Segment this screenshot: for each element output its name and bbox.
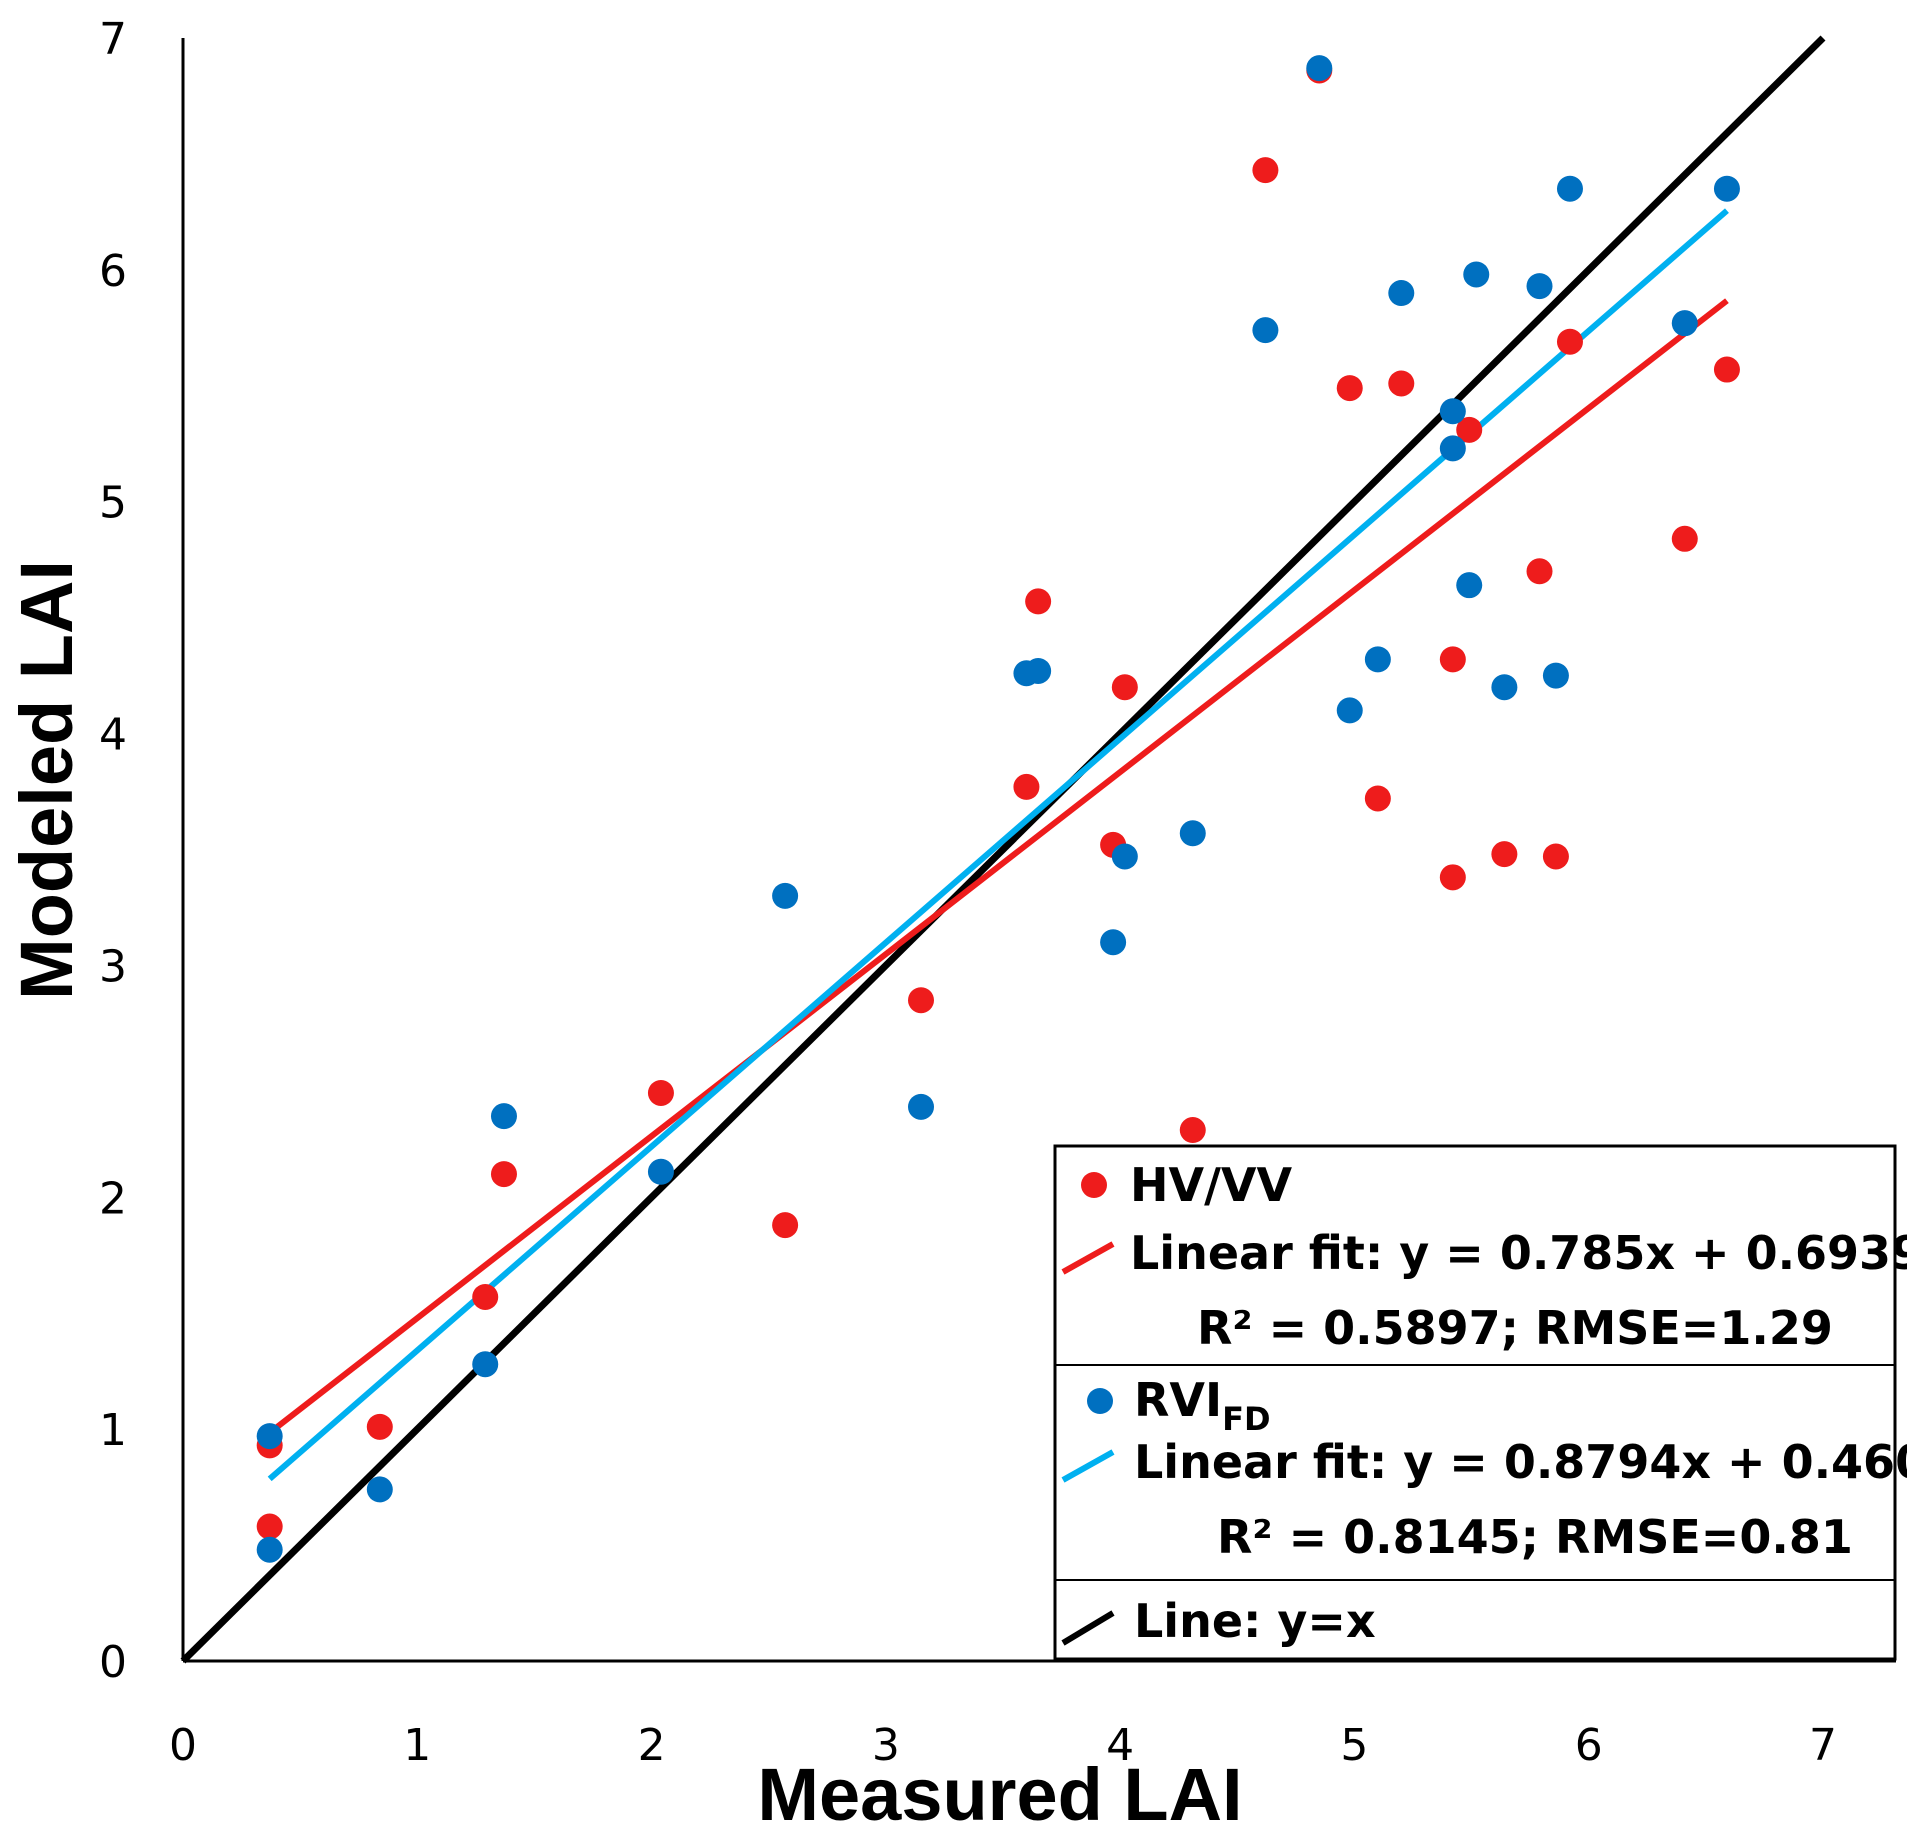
y-tick-label: 1 bbox=[99, 1405, 127, 1456]
hv-vv-point bbox=[1388, 370, 1415, 397]
legend-hv-fit-equation: Linear fit: y = 0.785x + 0.6939 bbox=[1130, 1226, 1907, 1280]
legend-hv-fit-stats: R² = 0.5897; RMSE=1.29 bbox=[1197, 1301, 1833, 1355]
identity-line bbox=[180, 35, 1826, 1664]
legend-rvi-fit-equation: Linear fit: y = 0.8794x + 0.4602 bbox=[1134, 1435, 1907, 1489]
hv-vv-point bbox=[1252, 157, 1279, 184]
hv-vv-point bbox=[908, 987, 934, 1014]
rvi-fd-point bbox=[772, 882, 799, 909]
fit-lines bbox=[180, 35, 1826, 1664]
rvi-fd-point bbox=[1364, 646, 1391, 673]
rvi-fd-point bbox=[1388, 280, 1415, 307]
y-tick-labels: 0 1 2 3 4 5 6 7 bbox=[99, 14, 127, 1688]
legend-rvi-label-subscript: FD bbox=[1222, 1400, 1270, 1438]
rvi-fd-point bbox=[1463, 261, 1490, 288]
hv-vv-point bbox=[366, 1413, 393, 1440]
hv-vv-point bbox=[1013, 773, 1040, 800]
hv-vv-point bbox=[1179, 1117, 1206, 1144]
legend-hv-marker bbox=[1081, 1172, 1107, 1198]
rvi-fd-point bbox=[1439, 435, 1466, 462]
hv-vv-point bbox=[1491, 841, 1518, 868]
rvi-fd-point bbox=[1713, 175, 1740, 202]
rvi-fd-point bbox=[1306, 55, 1333, 82]
rvi-fd-point bbox=[1526, 273, 1553, 300]
hv-vv-point bbox=[1025, 588, 1052, 615]
y-tick-label: 7 bbox=[99, 14, 127, 65]
legend-identity-swatch bbox=[1061, 1610, 1115, 1646]
x-tick-label: 6 bbox=[1575, 1720, 1603, 1771]
y-axis-title: Modeled LAI bbox=[5, 560, 88, 1000]
x-tick-label: 5 bbox=[1340, 1720, 1368, 1771]
legend-rvi-label-main: RVI bbox=[1134, 1373, 1222, 1427]
hv-vv-point bbox=[1456, 416, 1483, 443]
hv-vv-point bbox=[1439, 646, 1466, 673]
hv-vv-fit-line bbox=[267, 298, 1729, 1436]
hv-vv-point bbox=[1542, 843, 1569, 870]
hv-vv-point bbox=[647, 1079, 674, 1106]
rvi-fd-point bbox=[1491, 674, 1518, 701]
x-tick-label: 7 bbox=[1809, 1720, 1837, 1771]
rvi-fd-point bbox=[1556, 175, 1583, 202]
legend-hv-label: HV/VV bbox=[1130, 1158, 1293, 1212]
x-tick-label: 3 bbox=[872, 1720, 900, 1771]
hv-vv-point bbox=[490, 1161, 517, 1188]
hv-vv-point bbox=[1111, 674, 1138, 701]
legend-box bbox=[1053, 1144, 1897, 1661]
rvi-fd-point bbox=[1025, 657, 1052, 684]
hv-vv-point bbox=[1671, 525, 1698, 552]
rvi-fd-point bbox=[1179, 820, 1206, 847]
x-tick-label: 1 bbox=[403, 1720, 431, 1771]
rvi-fd-point bbox=[1336, 697, 1363, 724]
rvi-fd-point bbox=[472, 1351, 499, 1378]
y-tick-label: 2 bbox=[99, 1173, 127, 1224]
rvi-fd-point bbox=[1542, 662, 1569, 689]
y-tick-label: 3 bbox=[99, 941, 127, 992]
rvi-fd-point bbox=[1671, 310, 1698, 337]
hv-vv-point bbox=[256, 1513, 283, 1540]
hv-vv-point bbox=[472, 1283, 499, 1310]
x-tick-label: 2 bbox=[638, 1720, 666, 1771]
x-tick-labels: 0 1 2 3 4 5 6 7 bbox=[169, 1720, 1837, 1771]
rvi-fd-point bbox=[1100, 929, 1127, 956]
legend-identity-label: Line: y=x bbox=[1134, 1594, 1376, 1648]
hv-vv-point bbox=[1439, 864, 1466, 891]
hv-vv-point bbox=[1713, 356, 1740, 383]
hv-vv-point bbox=[1336, 375, 1363, 402]
rvi-fd-point bbox=[256, 1536, 283, 1563]
legend-hv-fit-swatch bbox=[1061, 1241, 1115, 1275]
y-tick-label: 6 bbox=[99, 246, 127, 297]
legend-rvi-fit-stats: R² = 0.8145; RMSE=0.81 bbox=[1217, 1510, 1853, 1564]
rvi-fd-point bbox=[366, 1476, 393, 1503]
hv-vv-point bbox=[1556, 328, 1583, 355]
rvi-fd-point bbox=[1111, 843, 1138, 870]
rvi-fd-fit-line bbox=[267, 208, 1729, 1482]
hv-vv-points bbox=[256, 57, 1740, 1540]
y-tick-label: 4 bbox=[99, 710, 127, 761]
rvi-fd-point bbox=[490, 1103, 517, 1130]
hv-vv-point bbox=[1526, 558, 1553, 585]
hv-vv-point bbox=[1364, 785, 1391, 812]
rvi-fd-point bbox=[647, 1158, 674, 1185]
rvi-fd-point bbox=[256, 1423, 283, 1450]
y-tick-label: 5 bbox=[99, 478, 127, 529]
legend: HV/VV Linear fit: y = 0.785x + 0.6939 R²… bbox=[1053, 1144, 1907, 1661]
rvi-fd-point bbox=[908, 1093, 934, 1120]
rvi-fd-point bbox=[1439, 398, 1466, 425]
rvi-fd-point bbox=[1456, 572, 1483, 599]
plot-area bbox=[180, 35, 1826, 1664]
rvi-fd-point bbox=[1252, 317, 1279, 344]
legend-rvi-marker bbox=[1087, 1388, 1113, 1414]
x-axis-title: Measured LAI bbox=[757, 1753, 1242, 1836]
x-tick-label: 0 bbox=[169, 1720, 197, 1771]
hv-vv-point bbox=[772, 1212, 799, 1239]
y-tick-label: 0 bbox=[99, 1637, 127, 1688]
legend-rvi-fit-swatch bbox=[1061, 1449, 1115, 1483]
rvi-fd-points bbox=[256, 55, 1740, 1563]
legend-rvi-label: RVIFD bbox=[1134, 1373, 1271, 1438]
x-tick-label: 4 bbox=[1106, 1720, 1134, 1771]
